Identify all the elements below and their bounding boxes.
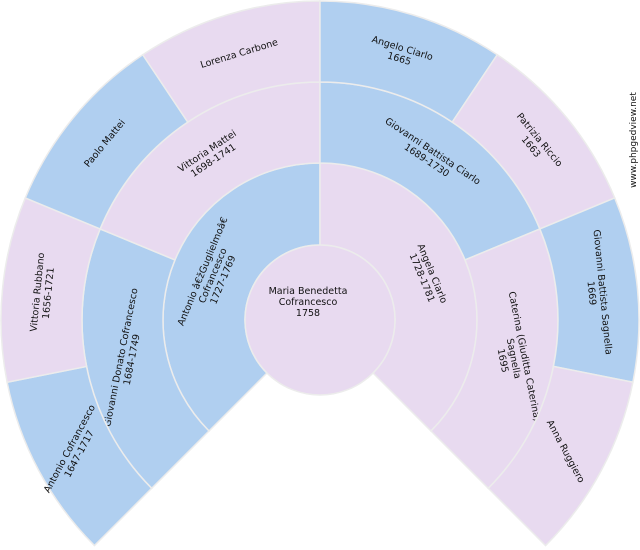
person-label-line: 1758: [296, 308, 320, 319]
ancestor-segment[interactable]: [487, 365, 634, 547]
person-label-line: Cofrancesco: [279, 297, 338, 308]
person-label-line: 1656-1721: [41, 267, 57, 320]
person-label: Maria Benedetta Cofrancesco 1758: [269, 286, 348, 319]
watermark: www.phpgedview.net: [629, 92, 639, 188]
person-label-line: 1695: [495, 348, 511, 374]
root-person-circle[interactable]: [244, 244, 396, 396]
person-label-line: Maria Benedetta: [269, 286, 348, 297]
person-label-line: 1669: [585, 281, 598, 306]
